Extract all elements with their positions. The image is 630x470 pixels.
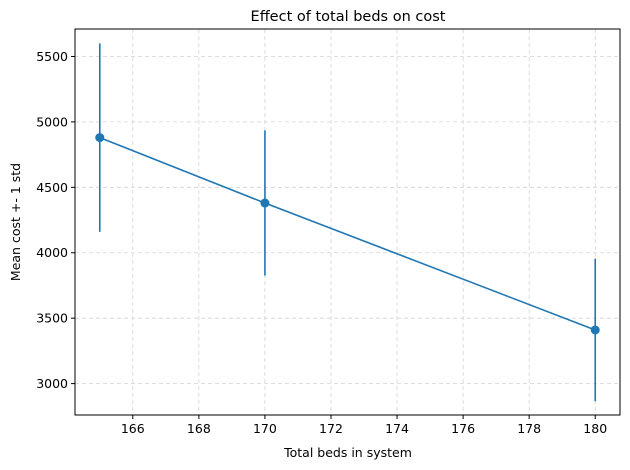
series — [95, 43, 600, 402]
series-line — [99, 136, 596, 331]
x-tick-label: 170 — [253, 421, 277, 436]
data-point — [260, 198, 270, 208]
y-tick-label: 3000 — [36, 376, 68, 391]
y-tick-label: 5500 — [36, 49, 68, 64]
x-tick-label: 176 — [451, 421, 475, 436]
x-tick-label: 180 — [583, 421, 607, 436]
data-point — [590, 325, 600, 335]
x-tick-label: 168 — [187, 421, 211, 436]
y-axis-label: Mean cost +- 1 std — [8, 163, 23, 281]
grid — [75, 29, 620, 415]
data-point — [95, 133, 105, 143]
y-tick-label: 5000 — [36, 114, 68, 129]
y-tick-label: 3500 — [36, 311, 68, 326]
y-tick-label: 4000 — [36, 245, 68, 260]
x-tick-label: 178 — [517, 421, 541, 436]
x-tick-label: 174 — [385, 421, 409, 436]
x-tick-label: 172 — [319, 421, 343, 436]
plot-frame — [74, 28, 621, 416]
axis-ticks: 166 168 170 172 174 176 178 180 3000 3500 4000 4500… — [36, 49, 607, 436]
x-axis-label: Total beds in system — [283, 445, 412, 460]
x-tick-label: 166 — [121, 421, 145, 436]
y-tick-label: 4500 — [36, 180, 68, 195]
chart-title: Effect of total beds on cost — [251, 9, 446, 25]
